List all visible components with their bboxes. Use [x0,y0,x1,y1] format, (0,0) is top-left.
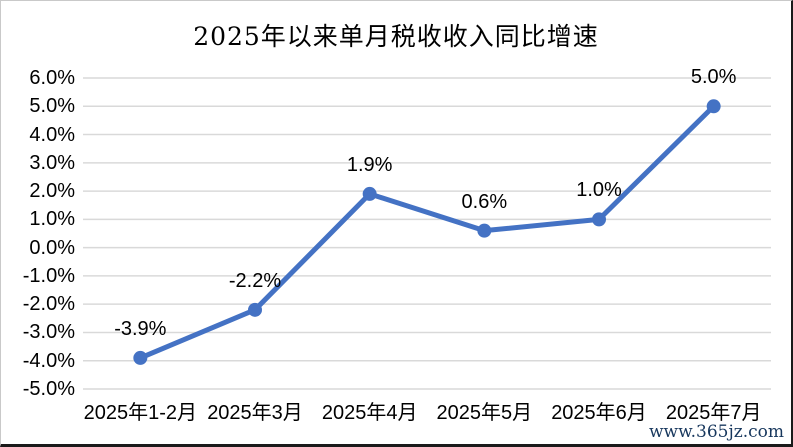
y-tick-label: 5.0% [29,95,75,118]
data-label: 1.0% [576,179,622,202]
y-tick-label: 3.0% [29,151,75,174]
y-tick-label: -4.0% [22,349,75,372]
data-label: -2.2% [228,269,282,292]
y-tick-label: 2.0% [29,180,75,203]
data-point-marker [133,350,148,365]
y-tick-label: -1.0% [22,264,75,287]
data-label: 5.0% [690,66,737,89]
data-label: 1.9% [346,153,393,176]
series-line [137,103,717,361]
data-point-marker [248,302,262,317]
data-label: -3.9% [114,317,167,340]
data-point-marker [362,186,377,201]
x-category-label: 2025年7月 [665,402,762,424]
x-category-label: 2025年6月 [551,402,647,424]
y-tick-label: 4.0% [29,123,75,146]
data-point-marker [592,212,606,227]
y-tick-label: 6.0% [29,67,75,89]
y-tick-label: -2.0% [22,293,75,316]
y-tick-label: -5.0% [22,378,75,400]
x-category-label: 2025年1-2月 [83,402,198,424]
chart-title: 2025年以来单月税收收入同比增速 [193,22,599,51]
data-point-marker [477,223,492,238]
y-tick-label: 1.0% [29,208,75,231]
data-point-marker [706,99,721,114]
x-category-label: 2025年3月 [207,402,303,424]
y-tick-label: 0.0% [29,236,75,259]
x-category-label: 2025年4月 [321,402,418,424]
data-label: 0.6% [461,190,508,213]
watermark: www.365jz.com [649,422,784,442]
x-category-label: 2025年5月 [436,402,533,424]
y-tick-label: -3.0% [22,321,75,344]
